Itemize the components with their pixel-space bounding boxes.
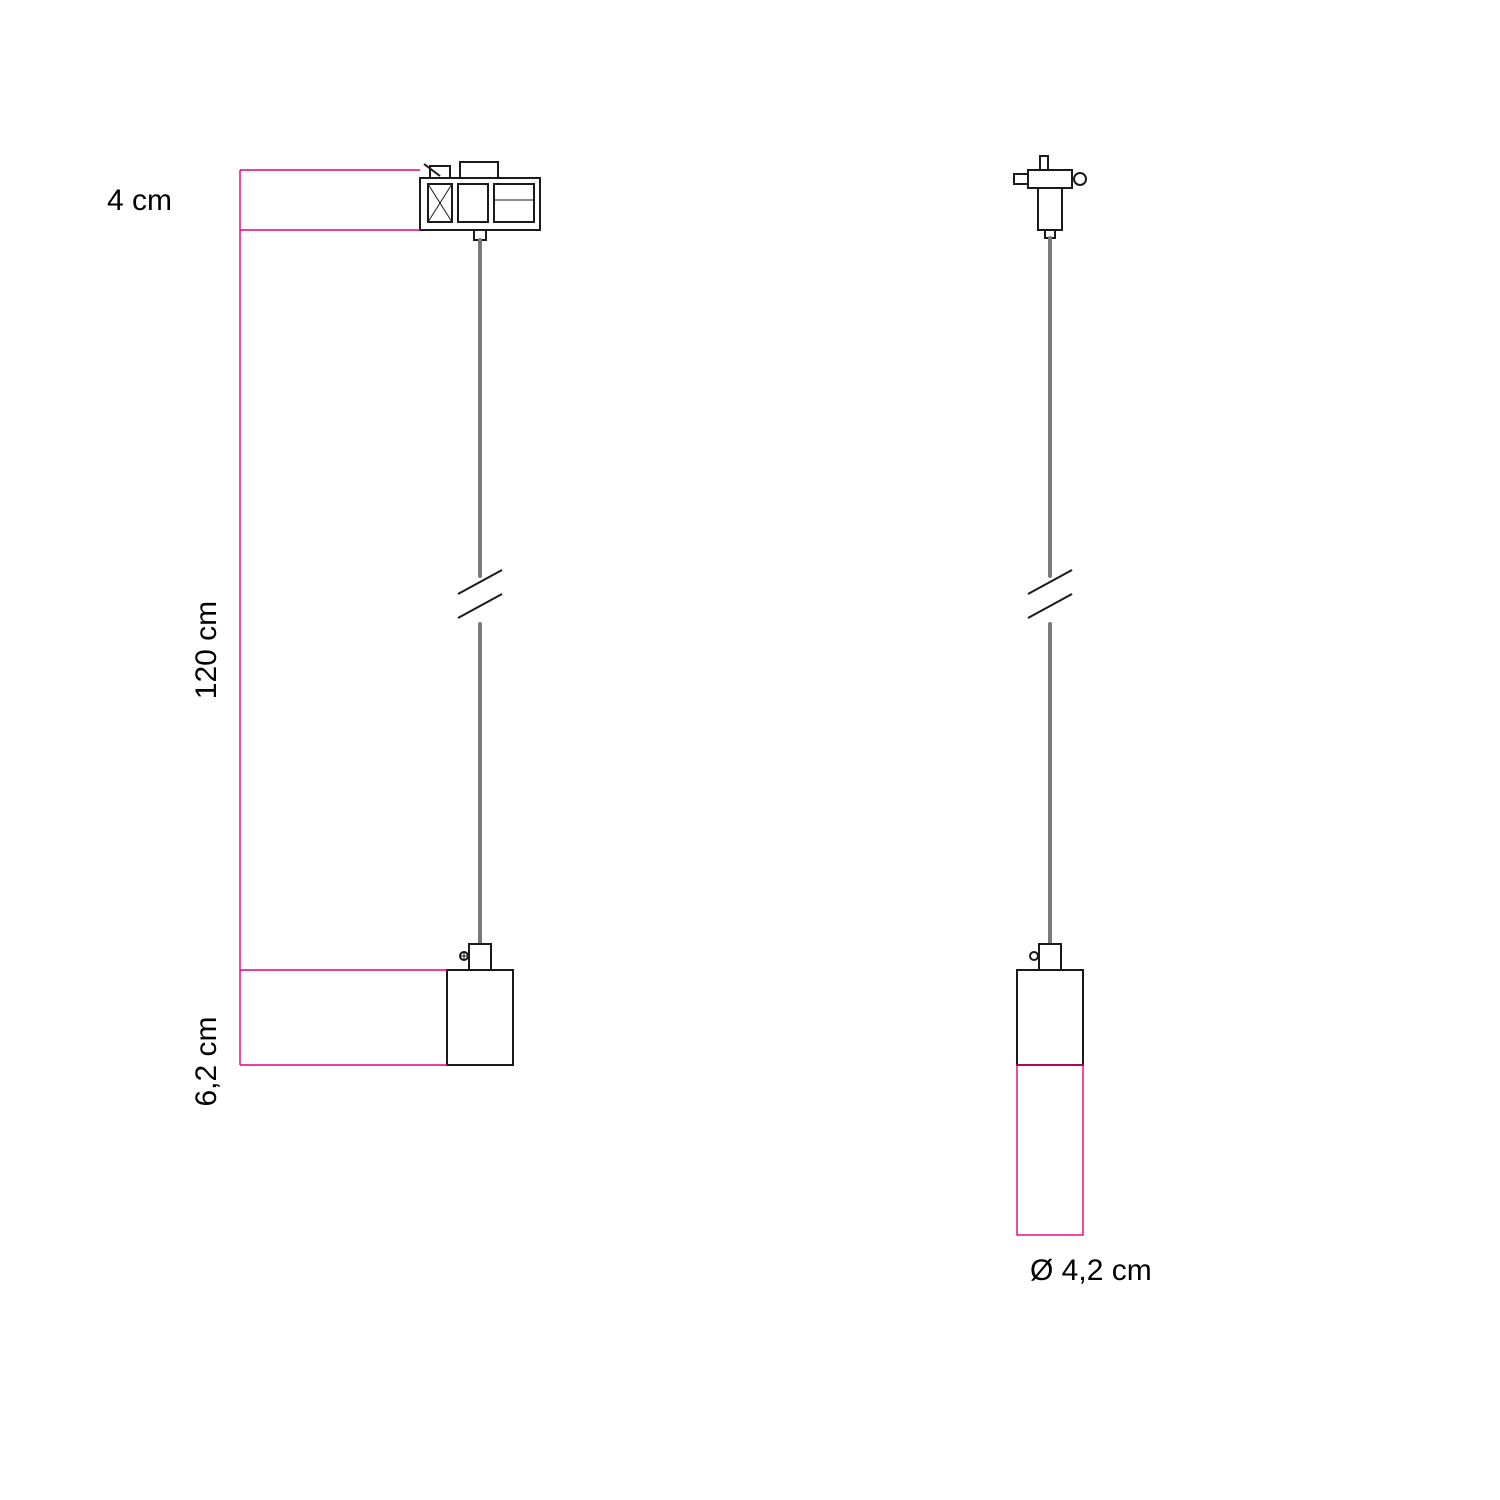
- label-diameter: Ø 4,2 cm: [1030, 1254, 1152, 1287]
- label-cable-length: 120 cm: [190, 601, 223, 699]
- label-adapter-height: 4 cm: [107, 184, 172, 217]
- label-socket-height: 6,2 cm: [190, 1016, 223, 1106]
